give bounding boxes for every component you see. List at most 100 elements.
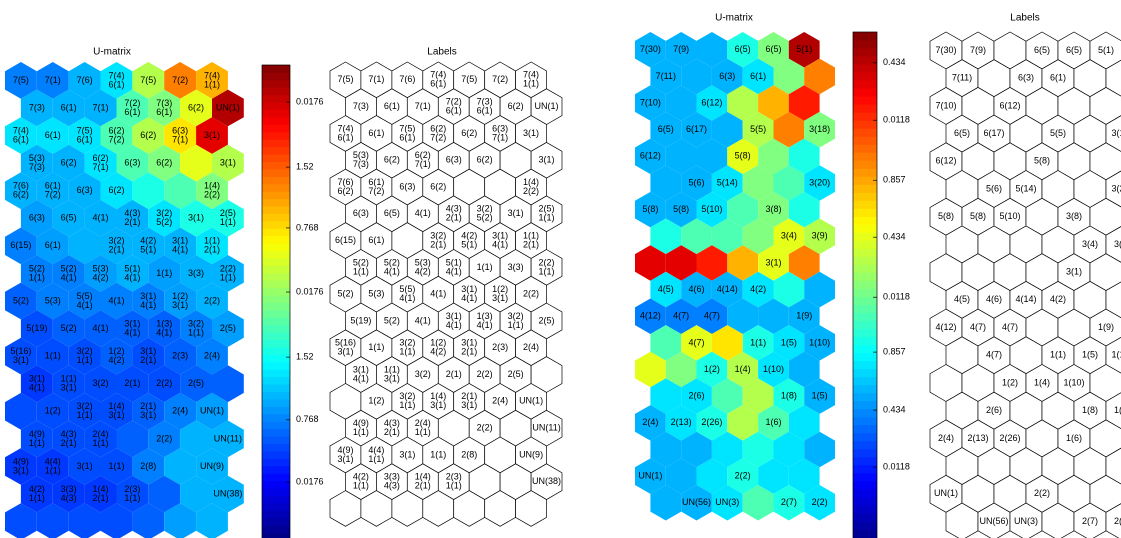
- umatrix-cell: [116, 365, 149, 403]
- unit-label: 6(12): [935, 156, 956, 166]
- unit-label: 6(2): [140, 130, 156, 140]
- colorbar-band: [853, 448, 877, 458]
- colorbar-band: [853, 136, 877, 145]
- umatrix-cell: [665, 138, 697, 175]
- colorbar-tick-label: 0.0176: [296, 96, 324, 106]
- unit-label: 7(11): [656, 71, 676, 81]
- unit-label: 4(6): [689, 284, 705, 294]
- unit-label: 4(1): [124, 327, 140, 337]
- umatrix-cell: [650, 431, 682, 468]
- colorbar-band: [262, 458, 290, 467]
- unit-label: 6(3): [446, 155, 462, 165]
- umatrix-cell: [36, 117, 69, 154]
- colorbar-band: [853, 352, 877, 362]
- unit-label: UN(38): [532, 476, 561, 486]
- unit-label: 6(5): [384, 208, 400, 218]
- umatrix-cell: [635, 405, 666, 441]
- umatrix-cell: [116, 420, 149, 458]
- unit-label: 1(4): [108, 401, 124, 411]
- colorbar-band: [853, 56, 877, 65]
- unit-label: 3(4): [1082, 239, 1098, 249]
- unit-label: 4(1): [384, 266, 400, 276]
- unit-label: 3(2): [77, 401, 93, 411]
- unit-label: 1(1): [399, 347, 415, 357]
- umatrix-cell: [132, 227, 165, 265]
- unit-label: 3(1): [1066, 267, 1082, 277]
- colorbar-band: [262, 413, 290, 422]
- umatrix-cell: [52, 420, 85, 458]
- unit-label: 1(1): [539, 266, 555, 276]
- unit-label: 5(2): [156, 217, 172, 227]
- umatrix-cell: [758, 245, 789, 281]
- colorbar-band: [262, 72, 290, 81]
- colorbar-band: [853, 104, 877, 113]
- unit-label: 1(6): [1066, 433, 1082, 443]
- unit-label: 1(2): [704, 364, 720, 374]
- umatrix-cell: [132, 172, 165, 210]
- unit-label: 6(1): [77, 134, 93, 144]
- unit-label: 4(2): [1050, 294, 1066, 304]
- umatrix-cell: [164, 282, 197, 320]
- umatrix-cell: [148, 89, 181, 127]
- unit-label: 5(16): [335, 338, 356, 348]
- unit-label: 6(2): [337, 186, 353, 196]
- unit-label: 6(1): [45, 181, 61, 191]
- umatrix-cell: [711, 431, 743, 468]
- colorbar-tick-label: 1.52: [296, 352, 314, 362]
- unit-label: 2(5): [508, 369, 524, 379]
- unit-label: 7(4): [13, 125, 29, 135]
- unit-label: 3(2): [156, 208, 172, 218]
- umatrix-cell: [52, 144, 85, 182]
- unit-label: 2(1): [124, 217, 140, 227]
- unit-label: 4(1): [399, 293, 415, 303]
- unit-label: 7(5): [337, 74, 353, 84]
- unit-label: UN(3): [1014, 516, 1038, 526]
- umatrix-cell: [696, 245, 728, 281]
- unit-label: 2(1): [108, 245, 124, 255]
- unit-label: 4(9): [29, 429, 45, 439]
- colorbar-band: [262, 191, 290, 200]
- unit-label: 1(4): [204, 181, 220, 191]
- colorbar-band: [853, 504, 877, 514]
- unit-label: 4(14): [1015, 294, 1036, 304]
- unit-label: 4(9): [13, 456, 29, 466]
- umatrix-cell: [758, 85, 789, 121]
- umatrix-title: U-matrix: [715, 13, 753, 24]
- umatrix-cell: [36, 392, 69, 430]
- unit-label: UN(1): [519, 396, 543, 406]
- umatrix-cell: [681, 325, 712, 361]
- unit-label: 3(3): [61, 484, 77, 494]
- unit-label: 2(1): [124, 378, 140, 388]
- colorbar-band: [262, 79, 290, 88]
- unit-label: 5(8): [642, 204, 658, 214]
- unit-label: 1(2): [430, 338, 446, 348]
- unit-label: 4(1): [172, 245, 188, 255]
- colorbar-band: [262, 183, 290, 192]
- umatrix-cell: [788, 351, 820, 388]
- colorbar-band: [853, 48, 877, 57]
- unit-label: 7(3): [29, 162, 45, 172]
- colorbar-band: [262, 220, 290, 229]
- umatrix-cell: [711, 485, 743, 521]
- unit-label: 2(5): [220, 323, 236, 333]
- unit-label: 2(5): [539, 204, 555, 214]
- unit-label: 1(4): [1034, 377, 1050, 387]
- umatrix-cell: [212, 144, 244, 182]
- umatrix-cell: [681, 111, 712, 148]
- umatrix-cell: [132, 62, 165, 99]
- unit-label: 6(12): [999, 100, 1020, 110]
- label-cell: [1105, 503, 1121, 538]
- umatrix-cell: [5, 282, 37, 320]
- unit-label: 2(3): [492, 342, 508, 352]
- unit-label: 6(15): [335, 235, 356, 245]
- unit-label: UN(56): [682, 497, 711, 507]
- umatrix-cell: [711, 378, 743, 414]
- umatrix-cell: [100, 282, 133, 320]
- umatrix-cell: [212, 89, 244, 127]
- unit-label: 1(1): [156, 268, 172, 278]
- colorbar-band: [853, 160, 877, 169]
- unit-label: 1(5): [1082, 350, 1098, 360]
- unit-label: 4(1): [93, 213, 109, 223]
- umatrix-cell: [804, 485, 835, 521]
- umatrix-cell: [164, 503, 197, 538]
